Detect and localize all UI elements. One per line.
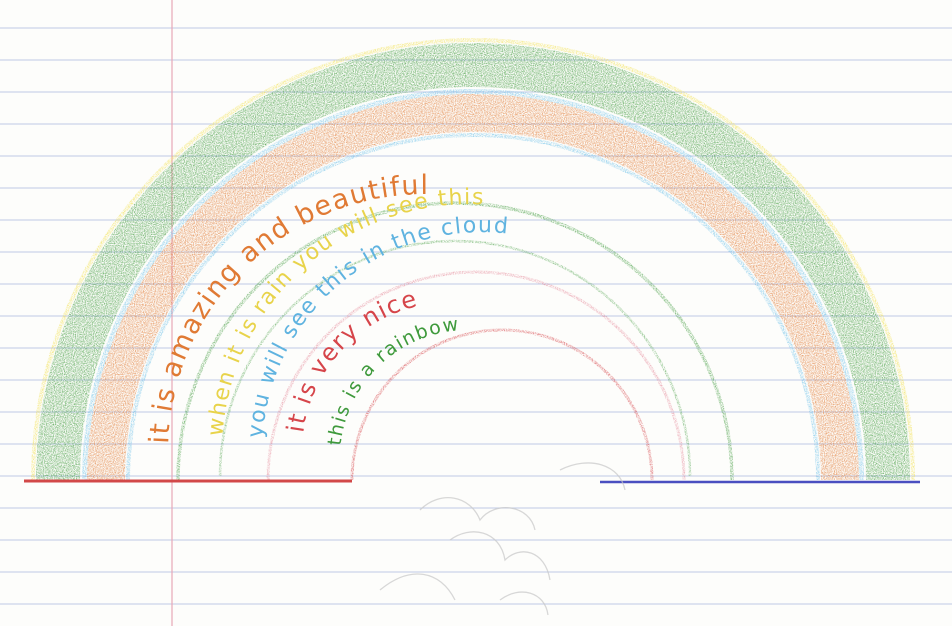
red-arc — [350, 328, 654, 481]
orange-band — [87, 94, 859, 481]
green-arc-2 — [218, 239, 692, 477]
ground-line — [24, 479, 920, 484]
blue-stripe — [82, 89, 864, 481]
yellow-outline — [31, 38, 915, 481]
green-band — [36, 43, 910, 481]
erased-pencil-sketch — [379, 462, 626, 616]
pink-arc — [266, 270, 686, 481]
blue-stripe-inner — [126, 133, 820, 481]
green-arc — [176, 201, 734, 481]
rainbow — [31, 38, 915, 481]
